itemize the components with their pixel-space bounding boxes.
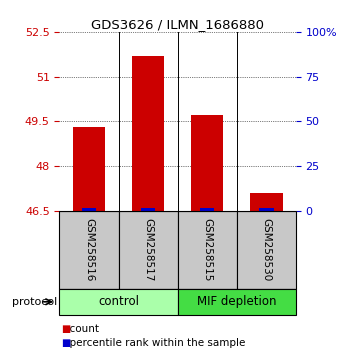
Bar — [141, 208, 155, 211]
Text: protocol: protocol — [12, 297, 57, 307]
Bar — [59, 289, 177, 315]
Bar — [59, 211, 119, 289]
Title: GDS3626 / ILMN_1686880: GDS3626 / ILMN_1686880 — [91, 18, 264, 31]
Text: GSM258515: GSM258515 — [202, 218, 212, 281]
Bar — [200, 208, 215, 211]
Bar — [177, 211, 237, 289]
Bar — [82, 208, 96, 211]
Text: ■: ■ — [61, 324, 70, 334]
Text: GSM258516: GSM258516 — [84, 218, 94, 281]
Text: GSM258530: GSM258530 — [261, 218, 271, 281]
Text: MIF depletion: MIF depletion — [197, 295, 276, 308]
Bar — [73, 127, 105, 211]
Text: control: control — [98, 295, 139, 308]
Bar — [119, 211, 177, 289]
Bar — [250, 193, 283, 211]
Text: ■: ■ — [61, 338, 70, 348]
Text: count: count — [63, 324, 99, 334]
Bar — [177, 289, 296, 315]
Bar — [259, 208, 274, 211]
Bar — [237, 211, 296, 289]
Text: percentile rank within the sample: percentile rank within the sample — [63, 338, 245, 348]
Text: GSM258517: GSM258517 — [143, 218, 153, 281]
Bar — [132, 56, 164, 211]
Bar — [191, 115, 223, 211]
